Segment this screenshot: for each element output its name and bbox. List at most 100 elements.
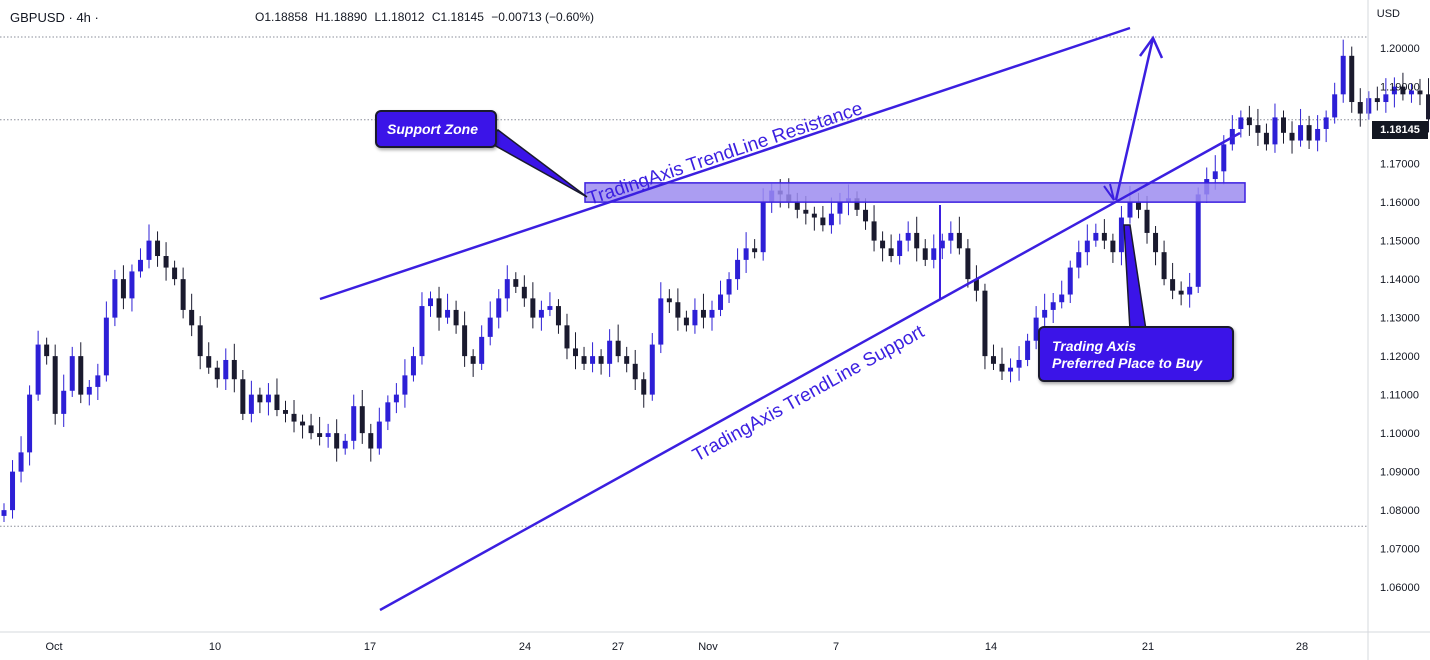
candle-body — [402, 375, 408, 395]
candle — [155, 231, 161, 267]
candle — [538, 300, 544, 331]
candle-body — [649, 344, 655, 395]
candle-body — [1255, 125, 1261, 133]
candle-body — [905, 232, 911, 241]
candle — [641, 372, 647, 408]
candle-body — [931, 248, 937, 260]
candle-body — [555, 306, 561, 326]
buy-zone-callout[interactable]: Trading Axis Preferred Place to Buy — [1038, 326, 1234, 382]
candle-body — [1067, 267, 1073, 295]
candle-body — [325, 433, 331, 437]
candle — [410, 346, 416, 382]
candle — [880, 231, 886, 262]
time-tick-label: 24 — [519, 641, 531, 653]
price-tick-label: 1.17000 — [1380, 159, 1420, 171]
candle — [931, 234, 937, 269]
candle-body — [752, 248, 758, 253]
candle-body — [1400, 86, 1406, 95]
candle-body — [888, 248, 894, 257]
symbol-label[interactable]: GBPUSD · 4h · — [10, 10, 99, 25]
candle — [1008, 358, 1014, 383]
candle-body — [1042, 309, 1048, 318]
candle — [248, 380, 254, 423]
time-tick-label: 7 — [833, 641, 839, 653]
candle-body — [248, 394, 254, 414]
candle — [1093, 223, 1099, 247]
support-zone-callout[interactable]: Support Zone — [375, 110, 497, 148]
buy-zone-pointer — [1123, 224, 1147, 331]
time-tick-label: 10 — [209, 641, 221, 653]
candle — [35, 330, 41, 401]
candle-body — [513, 279, 519, 287]
candle — [743, 232, 749, 273]
candle-body — [155, 240, 161, 257]
candle-body — [615, 340, 621, 357]
candle — [1101, 219, 1107, 250]
candle-body — [956, 232, 962, 249]
candle-body — [1135, 202, 1141, 210]
candle-body — [436, 298, 442, 318]
candle-body — [1153, 232, 1159, 253]
candle-body — [376, 421, 382, 449]
candle-body — [35, 344, 41, 395]
candle-body — [274, 394, 280, 411]
candle — [820, 205, 826, 232]
candle-body — [112, 279, 118, 318]
candle-body — [44, 344, 50, 357]
candle-body — [709, 309, 715, 318]
candle-body — [521, 286, 527, 299]
price-tick-label: 1.14000 — [1380, 274, 1420, 286]
candle-body — [453, 309, 459, 326]
candle — [18, 436, 24, 483]
candle-body — [1059, 294, 1065, 303]
candle — [308, 413, 314, 440]
candle-body — [52, 356, 58, 414]
candle-body — [479, 336, 485, 364]
touch-arrow — [1103, 183, 1115, 201]
support-zone-pointer — [483, 129, 588, 198]
open-value: O1.18858 — [255, 10, 308, 24]
time-tick-label: Nov — [698, 641, 718, 653]
candle-body — [1110, 240, 1116, 253]
candle — [1374, 86, 1380, 111]
candle — [1298, 108, 1304, 147]
candle-body — [410, 356, 416, 376]
candle-body — [1417, 90, 1423, 95]
candle — [607, 329, 613, 377]
candle-body — [359, 406, 365, 434]
candle — [112, 269, 118, 327]
candle-body — [282, 410, 288, 414]
candle — [1059, 280, 1065, 309]
candle — [666, 289, 672, 314]
candle — [453, 300, 459, 334]
candle-body — [922, 248, 928, 260]
candle-body — [1426, 94, 1430, 120]
candle — [496, 289, 502, 329]
candle — [419, 292, 425, 365]
candle — [300, 414, 306, 439]
candle — [1349, 46, 1355, 113]
candle-body — [1, 510, 7, 516]
candle — [1366, 91, 1372, 120]
change-value: −0.00713 (−0.60%) — [491, 10, 594, 24]
candle-body — [1349, 55, 1355, 103]
candle-body — [1025, 340, 1031, 360]
candle — [1229, 115, 1235, 151]
candle-body — [735, 259, 741, 280]
candle — [1357, 88, 1363, 127]
candle-body — [820, 217, 826, 226]
candle — [948, 221, 954, 254]
support-zone-rect — [584, 182, 1246, 203]
candle-body — [564, 325, 570, 349]
candle-body — [300, 421, 306, 426]
candle — [1289, 121, 1295, 154]
candle-body — [990, 356, 996, 364]
candle-body — [69, 356, 75, 391]
candle — [692, 298, 698, 334]
candle-body — [308, 425, 314, 434]
candle-body — [666, 298, 672, 303]
candle — [120, 265, 126, 310]
candle — [146, 224, 152, 269]
candle-body — [1187, 286, 1193, 295]
